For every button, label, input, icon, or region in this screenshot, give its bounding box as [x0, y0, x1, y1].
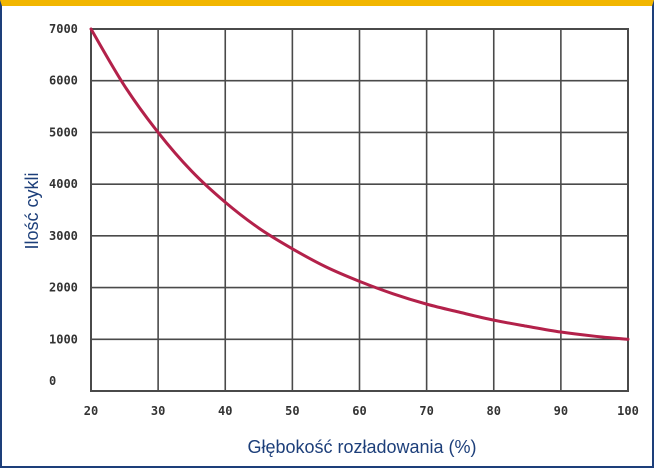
x-tick-label: 30 — [151, 404, 165, 418]
x-tick-label: 50 — [285, 404, 299, 418]
y-tick-label: 6000 — [49, 74, 78, 88]
y-tick-label: 2000 — [49, 281, 78, 295]
x-tick-label: 60 — [352, 404, 366, 418]
y-tick-label: 1000 — [49, 332, 78, 346]
grid — [90, 28, 629, 392]
y-tick-label: 0 — [49, 374, 56, 388]
y-tick-label: 3000 — [49, 229, 78, 243]
y-tick-label: 5000 — [49, 125, 78, 139]
x-axis-title: Głębokość rozładowania (%) — [247, 437, 476, 457]
x-tick-label: 80 — [487, 404, 501, 418]
x-tick-label: 100 — [617, 404, 639, 418]
series-layer — [89, 27, 630, 341]
x-tick-label: 40 — [218, 404, 232, 418]
x-tick-label: 70 — [419, 404, 433, 418]
series-line — [89, 27, 630, 341]
x-tick-label: 20 — [84, 404, 98, 418]
x-tick-label: 90 — [554, 404, 568, 418]
x-tick-labels: 20 30 40 50 60 70 80 90 100 — [84, 404, 639, 418]
y-tick-labels: 0 1000 2000 3000 4000 5000 6000 7000 — [49, 22, 78, 388]
y-tick-label: 7000 — [49, 22, 78, 36]
y-tick-label: 4000 — [49, 177, 78, 191]
y-axis-title: Ilość cykli — [22, 172, 42, 249]
